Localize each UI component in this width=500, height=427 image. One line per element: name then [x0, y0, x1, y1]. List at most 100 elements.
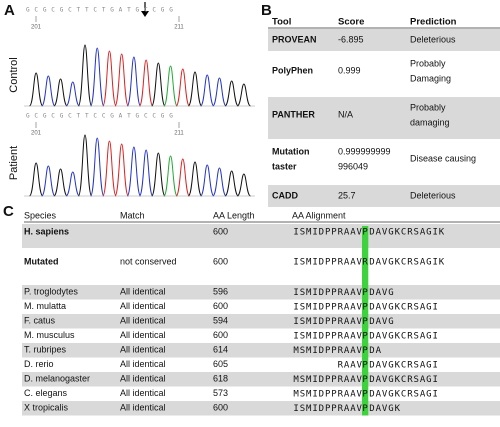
alignment-site: R [362, 258, 368, 268]
alignment-after: DAVG [369, 288, 394, 298]
trace-peak [151, 152, 166, 197]
trace-peak [77, 134, 93, 197]
alignment-site: P [362, 302, 368, 312]
row-background [22, 285, 500, 300]
trace-peak [175, 68, 190, 107]
match: All identical [120, 359, 166, 369]
position-label: 211 [174, 25, 184, 31]
table-header: Tool [272, 17, 291, 28]
panel-label: A [4, 2, 15, 19]
aa-length: 614 [213, 345, 228, 355]
trace-peak [90, 47, 105, 107]
match: All identical [120, 330, 166, 340]
score: -6.895 [338, 34, 364, 44]
alignment-site: P [362, 288, 368, 298]
species: D. rerio [24, 359, 54, 369]
alignment-site: P [362, 360, 368, 370]
match: All identical [120, 345, 166, 355]
sequence: G C G C G C T T C T G A T G C C G G [26, 7, 173, 14]
alignment-site: P [362, 331, 368, 341]
species: F. catus [24, 316, 56, 326]
table-header: AA Alignment [292, 210, 346, 220]
trace-peak [65, 81, 80, 107]
position-label: 201 [31, 131, 42, 137]
tool-name: PANTHER [272, 109, 315, 119]
trace-peak [224, 170, 239, 197]
prediction: Damaging [410, 73, 451, 83]
species: M. mulatta [24, 301, 66, 311]
trace-peak [138, 149, 154, 197]
row-background [22, 372, 500, 387]
prediction: Probably [410, 102, 446, 112]
trace-peak [126, 146, 142, 197]
match: All identical [120, 403, 166, 413]
tool-name: CADD [272, 190, 298, 200]
alignment-after: DAVGKCRSAGIK [369, 228, 445, 238]
alignment-before: MSMIDPPRAAV [293, 346, 363, 356]
alignment-before: ISMIDPPRAAV [293, 331, 363, 341]
table-header: Species [24, 210, 57, 220]
table-header: Prediction [410, 17, 457, 28]
alignment-site: P [362, 389, 368, 399]
tool-name: Mutation [272, 146, 310, 156]
score: 996049 [338, 161, 368, 171]
alignment-after: DAVGKCRSAGI [369, 302, 439, 312]
match: All identical [120, 301, 166, 311]
alignment-site: P [362, 375, 368, 385]
row-background [268, 185, 500, 207]
alignment-before: MSMIDPPRAAV [293, 375, 363, 385]
trace-peak [41, 75, 56, 107]
trace-peak [200, 74, 215, 107]
position-label: 201 [31, 25, 42, 31]
trace-peak [65, 171, 80, 197]
panel-label: B [261, 2, 272, 19]
species: P. troglodytes [24, 287, 78, 297]
alignment-after: DAVGKCRSAGI [369, 375, 439, 385]
sequence: G C G C G C T T C C G A T G C C G G [26, 113, 173, 120]
species: X tropicalis [24, 403, 69, 413]
alignment-before: ISMIDPPRAAV [293, 302, 363, 312]
alignment-site: P [362, 228, 368, 238]
prediction: Probably [410, 58, 446, 68]
aa-length: 594 [213, 316, 228, 326]
match: All identical [120, 287, 166, 297]
score: 0.999 [338, 65, 361, 75]
alignment-after: DAVGKCRSAGI [369, 360, 439, 370]
aa-length: 600 [213, 226, 228, 236]
trace-peak [224, 80, 239, 107]
alignment-after: DA [369, 346, 382, 356]
trace-peak [212, 77, 227, 107]
trace-peak [28, 162, 44, 197]
trace-peak [28, 72, 44, 107]
alignment-site: P [362, 317, 368, 327]
alignment-before: MSMIDPPRAAV [293, 389, 363, 399]
alignment-site: P [362, 346, 368, 356]
alignment-after: DAVG [369, 317, 394, 327]
alignment-before: ISMIDPPRAAV [293, 288, 363, 298]
prediction: Disease causing [410, 153, 476, 163]
tool-name: PROVEAN [272, 34, 317, 44]
trace-peak [114, 53, 129, 107]
table-header: Match [120, 210, 145, 220]
alignment-before: ISMIDPPRAAV [293, 228, 363, 238]
row-background [22, 401, 500, 416]
sample-label: Patient [8, 146, 20, 180]
trace-peak [187, 161, 203, 197]
trace-peak [212, 167, 227, 197]
trace-peak [102, 140, 117, 197]
row-background [268, 29, 500, 51]
trace-peak [175, 158, 190, 197]
row-background [22, 343, 500, 358]
match: All identical [120, 374, 166, 384]
trace-peak [41, 165, 56, 197]
prediction: Deleterious [410, 34, 456, 44]
trace-peak [114, 143, 129, 197]
species: C. elegans [24, 388, 68, 398]
trace-peak [138, 59, 154, 107]
alignment-before: ISMIDPPRAAV [293, 317, 363, 327]
aa-length: 600 [213, 301, 228, 311]
match: All identical [120, 388, 166, 398]
row-background [268, 97, 500, 139]
trace-peak [163, 65, 178, 107]
trace-peak [187, 71, 203, 107]
